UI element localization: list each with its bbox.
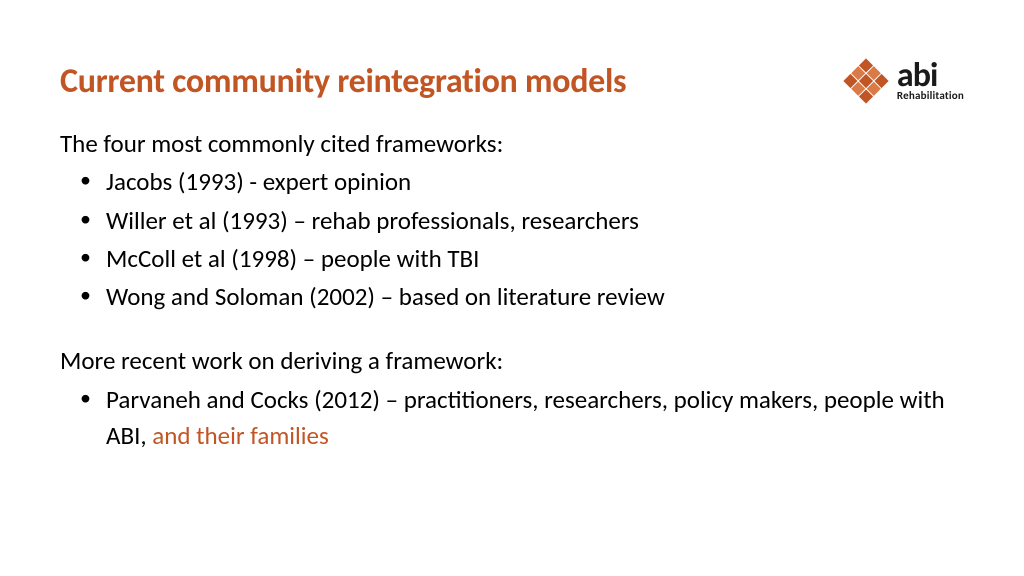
slide-title: Current community reintegration models [60,61,626,102]
slide-container: Current community reintegration models [0,0,1024,576]
section2-intro: More recent work on deriving a framework… [60,343,964,379]
diamond-logo-icon [843,58,889,104]
list-item: McColl et al (1998) – people with TBI [76,241,964,277]
logo-text: abi Rehabilitation [897,59,964,101]
logo-sub-text: Rehabilitation [897,90,964,101]
list-item: Parvaneh and Cocks (2012) – practitioner… [76,382,964,455]
section1-list: Jacobs (1993) - expert opinion Willer et… [76,164,964,315]
header-row: Current community reintegration models [60,58,964,104]
item-highlight: and their families [152,420,328,451]
list-item: Wong and Soloman (2002) – based on liter… [76,279,964,315]
logo-main-text: abi [897,59,964,93]
section1-intro: The four most commonly cited frameworks: [60,126,964,162]
list-item: Willer et al (1993) – rehab professional… [76,203,964,239]
logo-block: abi Rehabilitation [843,58,964,104]
list-item: Jacobs (1993) - expert opinion [76,164,964,200]
section2-list: Parvaneh and Cocks (2012) – practitioner… [76,382,964,455]
